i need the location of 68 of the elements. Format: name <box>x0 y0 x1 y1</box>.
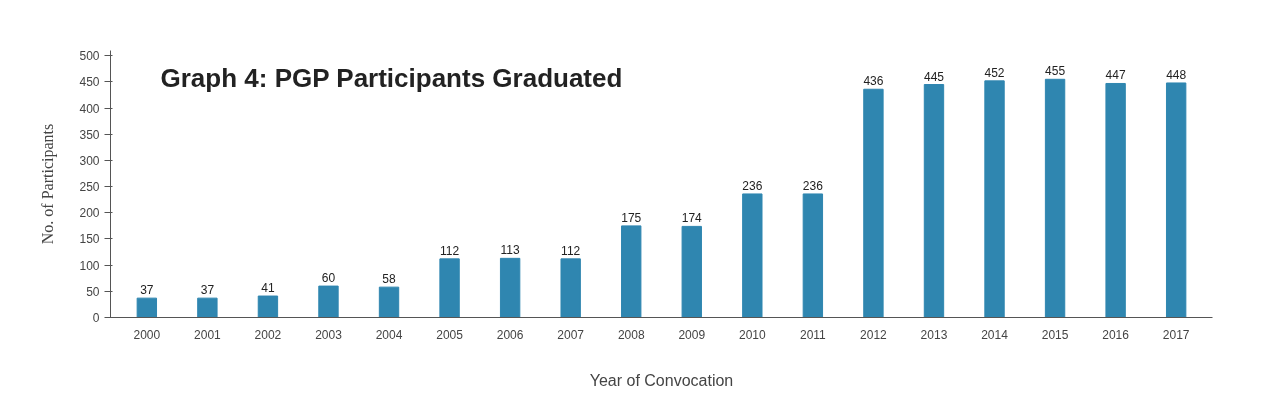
x-tick-label: 2012 <box>860 327 888 342</box>
bar <box>136 297 158 318</box>
x-tick-label: 2003 <box>315 327 343 342</box>
bar <box>1105 82 1126 318</box>
bar <box>1165 82 1187 318</box>
bar <box>923 84 945 318</box>
data-label: 436 <box>863 74 884 89</box>
y-tick-label: 100 <box>79 258 100 273</box>
data-label: 447 <box>1105 68 1126 83</box>
data-label: 455 <box>1045 64 1066 79</box>
y-tick-label: 300 <box>79 153 100 168</box>
y-tick-label: 450 <box>79 75 100 90</box>
x-axis-title: Year of Convocation <box>589 371 734 389</box>
y-tick-label: 0 <box>92 311 100 325</box>
data-label: 452 <box>984 65 1005 80</box>
y-axis-title: No. of Participants <box>39 123 58 245</box>
x-tick-label: 2001 <box>194 327 222 342</box>
bar <box>318 285 339 318</box>
bar <box>499 257 521 318</box>
bar <box>378 286 400 318</box>
x-tick-label: 2010 <box>738 327 766 342</box>
bar <box>742 193 763 318</box>
data-label: 112 <box>561 243 581 258</box>
bar <box>560 258 581 318</box>
data-label: 37 <box>200 283 215 298</box>
data-label: 445 <box>923 69 945 84</box>
y-tick-label: 50 <box>86 284 100 299</box>
x-tick-label: 2017 <box>1162 327 1190 342</box>
x-tick-label: 2007 <box>557 327 585 342</box>
x-tick-label: 2016 <box>1102 327 1130 342</box>
x-tick-label: 2006 <box>496 327 524 342</box>
x-tick-label: 2008 <box>617 327 645 342</box>
data-label: 60 <box>321 271 336 286</box>
data-label: 58 <box>382 272 397 287</box>
x-tick-label: 2013 <box>920 327 948 342</box>
bar <box>439 258 460 318</box>
bar <box>984 80 1005 318</box>
x-tick-label: 2011 <box>799 327 827 342</box>
bar <box>197 297 218 318</box>
x-tick-label: 2015 <box>1041 327 1069 342</box>
data-label: 174 <box>681 211 703 226</box>
data-label: 112 <box>440 243 460 258</box>
y-tick-label: 150 <box>79 232 100 247</box>
bar <box>1044 78 1066 318</box>
x-tick-label: 2004 <box>375 327 403 342</box>
x-tick-label: 2000 <box>133 327 161 342</box>
bar <box>681 225 702 318</box>
bar <box>863 88 884 318</box>
data-label: 236 <box>742 178 763 193</box>
data-label: 236 <box>802 178 824 193</box>
y-tick-label: 500 <box>79 49 100 64</box>
y-tick-label: 200 <box>79 206 100 221</box>
data-label: 448 <box>1166 67 1187 82</box>
data-label: 41 <box>261 281 275 296</box>
x-tick-label: 2014 <box>981 327 1009 342</box>
x-tick-label: 2002 <box>254 327 282 342</box>
x-tick-label: 2009 <box>678 327 706 342</box>
data-label: 37 <box>140 283 154 298</box>
bar <box>802 193 824 318</box>
x-tick-label: 2005 <box>436 327 464 342</box>
data-label: 113 <box>500 243 521 258</box>
y-tick-label: 250 <box>79 180 100 195</box>
data-label: 175 <box>621 210 642 225</box>
y-tick-label: 400 <box>79 101 100 116</box>
y-tick-label: 350 <box>79 127 100 142</box>
bar <box>621 225 642 318</box>
text: Graph 4: PGP Participants Graduated <box>160 62 623 93</box>
bar <box>257 295 279 318</box>
